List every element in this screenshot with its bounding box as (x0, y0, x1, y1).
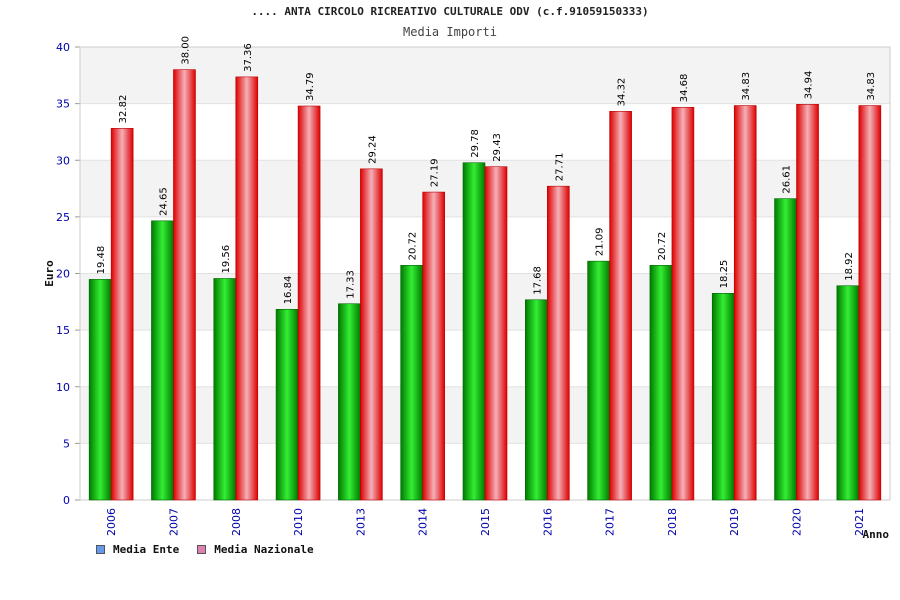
bar-nazionale (609, 111, 632, 501)
data-label-ente: 18.92 (844, 252, 855, 281)
legend-swatch-nazionale (197, 545, 207, 554)
x-tick-label: 2018 (666, 508, 679, 536)
data-label-ente: 20.72 (657, 232, 668, 261)
data-label-nazionale: 29.24 (367, 135, 378, 164)
legend-label-ente: Media Ente (113, 543, 180, 556)
bar-nazionale (671, 106, 695, 501)
data-label-nazionale: 34.94 (804, 71, 815, 100)
y-tick-label: 35 (56, 98, 70, 111)
y-tick-label: 25 (56, 211, 70, 224)
data-label-ente: 17.68 (532, 266, 543, 295)
data-label-ente: 16.84 (283, 276, 294, 305)
legend-item-nazionale: Media Nazionale (197, 543, 314, 556)
grid-band (80, 103, 890, 161)
x-tick-label: 2016 (541, 508, 554, 536)
data-label-ente: 24.65 (158, 187, 169, 216)
bar-nazionale (796, 104, 819, 501)
x-tick-label: 2010 (292, 508, 305, 536)
chart-title: .... ANTA CIRCOLO RICREATIVO CULTURALE O… (251, 5, 649, 18)
bar-nazionale (360, 168, 383, 501)
data-label-nazionale: 34.79 (305, 72, 316, 101)
bar-nazionale (484, 166, 508, 501)
data-label-ente: 26.61 (782, 165, 793, 194)
data-label-nazionale: 34.68 (679, 74, 690, 103)
bar-nazionale (858, 105, 882, 501)
bar-nazionale (547, 185, 570, 501)
x-tick-label: 2007 (167, 508, 180, 536)
data-label-nazionale: 38.00 (180, 36, 191, 65)
y-tick-label: 30 (56, 154, 70, 167)
data-label-nazionale: 34.83 (866, 72, 877, 101)
data-label-nazionale: 29.43 (492, 133, 503, 162)
data-label-nazionale: 34.83 (741, 72, 752, 101)
data-label-nazionale: 27.71 (554, 153, 565, 182)
chart-subtitle: Media Importi (403, 25, 497, 39)
y-axis-label: Euro (43, 260, 56, 287)
x-tick-label: 2019 (728, 508, 741, 536)
bar-ente (275, 308, 299, 501)
bar-ente (711, 293, 735, 501)
bar-ente (587, 260, 610, 501)
bar-nazionale (110, 128, 134, 501)
data-label-ente: 20.72 (408, 232, 419, 261)
bar-ente (774, 198, 797, 501)
x-tick-label: 2013 (354, 508, 367, 536)
bar-nazionale (235, 76, 259, 501)
y-tick-label: 15 (56, 324, 70, 337)
bar-ente (525, 299, 548, 501)
x-tick-label: 2006 (105, 508, 118, 536)
bar-ente (213, 278, 237, 501)
legend-item-ente: Media Ente (96, 543, 179, 556)
bar-nazionale (422, 191, 445, 501)
data-label-nazionale: 32.82 (118, 95, 129, 124)
bar-ente (836, 285, 860, 501)
y-tick-label: 0 (63, 494, 70, 507)
legend: Media Ente Media Nazionale (96, 543, 314, 556)
bar-nazionale (297, 105, 321, 501)
bar-ente (151, 220, 174, 501)
x-axis-label: Anno (863, 528, 890, 541)
bar-nazionale (173, 69, 196, 501)
data-label-ente: 19.48 (96, 246, 107, 275)
bar-ente (462, 162, 486, 501)
x-tick-label: 2021 (853, 508, 866, 536)
y-tick-label: 5 (63, 437, 70, 450)
x-tick-label: 2015 (479, 508, 492, 536)
legend-label-nazionale: Media Nazionale (214, 543, 314, 556)
bar-ente (400, 265, 423, 501)
data-label-nazionale: 37.36 (243, 43, 254, 72)
bar-ente (338, 303, 361, 501)
bar-ente (649, 265, 673, 501)
legend-swatch-ente (96, 545, 105, 554)
data-label-ente: 17.33 (345, 270, 356, 299)
data-label-nazionale: 27.19 (430, 158, 441, 187)
data-label-ente: 21.09 (595, 228, 606, 257)
grid-band (80, 47, 890, 104)
y-tick-label: 40 (56, 41, 70, 54)
bar-ente (88, 279, 112, 501)
bar-nazionale (733, 105, 757, 501)
y-tick-label: 10 (56, 381, 70, 394)
x-tick-label: 2020 (791, 508, 804, 536)
data-label-ente: 19.56 (221, 245, 232, 274)
data-label-ente: 18.25 (719, 260, 730, 289)
x-tick-label: 2008 (230, 508, 243, 536)
y-tick-label: 20 (56, 268, 70, 281)
x-tick-label: 2017 (604, 508, 617, 536)
x-tick-label: 2014 (417, 508, 430, 536)
data-label-nazionale: 34.32 (617, 78, 628, 107)
data-label-ente: 29.78 (470, 129, 481, 158)
